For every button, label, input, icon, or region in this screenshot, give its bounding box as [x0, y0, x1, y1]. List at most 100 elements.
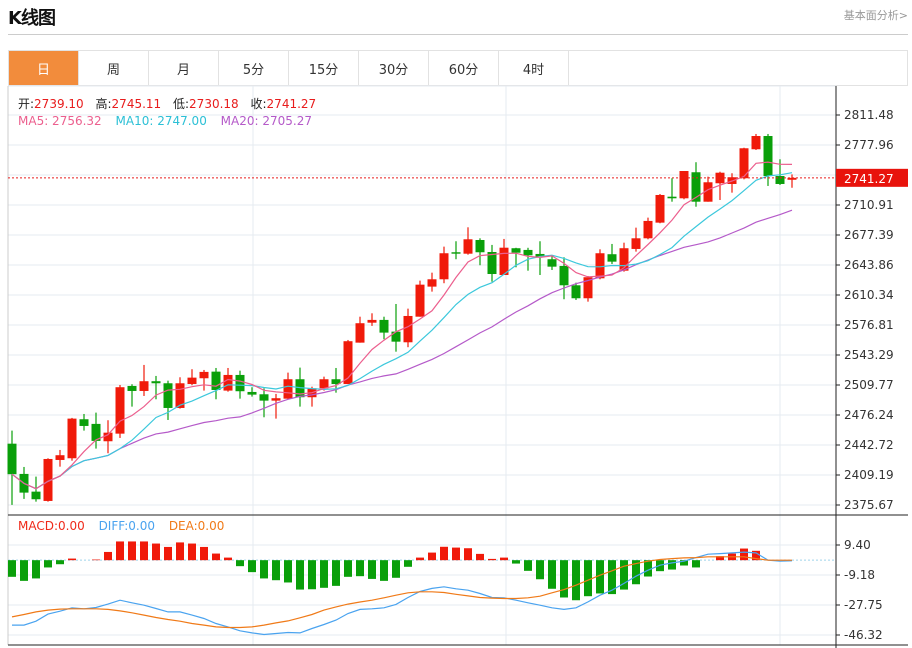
candle-body: [619, 248, 629, 271]
candle-body: [283, 379, 293, 399]
ma-legend: MA5: 2756.32 MA10: 2747.00 MA20: 2705.27: [18, 114, 322, 128]
tab-month[interactable]: 月: [149, 51, 219, 85]
candle: [259, 388, 269, 418]
fundamental-analysis-link[interactable]: 基本面分析>: [843, 9, 908, 22]
macd-bar: [260, 560, 268, 579]
candle: [511, 247, 521, 268]
tab-30min[interactable]: 30分: [359, 51, 429, 85]
macd-bar: [380, 560, 388, 581]
macd-bar: [92, 559, 100, 561]
divider: [8, 34, 908, 35]
candle: [427, 272, 437, 292]
candle: [439, 246, 449, 284]
macd-bar: [392, 560, 400, 578]
dea-line: [11, 556, 792, 629]
candle-body: [223, 374, 233, 391]
macd-legend-dea: DEA:0.00: [168, 519, 225, 533]
candle-body: [787, 177, 797, 180]
candle-body: [31, 491, 41, 500]
candle-body: [703, 182, 713, 202]
ma5-legend: MA5: 2756.32: [18, 114, 102, 128]
y-tick-label: 2409.19: [844, 468, 894, 482]
y-tick-label: 2777.96: [844, 138, 894, 152]
macd-tick-label: -9.18: [844, 568, 875, 582]
candle: [475, 238, 485, 266]
diff-line: [12, 551, 793, 636]
candle-body: [655, 194, 665, 223]
macd-tick-label: -46.32: [844, 628, 883, 642]
macd-bar: [308, 560, 316, 590]
macd-bar: [524, 560, 532, 571]
macd-bar: [476, 553, 484, 561]
ma20-legend: MA20: 2705.27: [220, 114, 312, 128]
macd-bar: [452, 547, 460, 561]
macd-bar: [464, 548, 472, 561]
candle: [451, 241, 461, 260]
candle-body: [595, 253, 605, 279]
candle: [79, 413, 89, 431]
candle: [7, 430, 17, 505]
ma5-line: [11, 161, 793, 490]
macd-bar: [716, 556, 724, 561]
macd-bar: [56, 560, 64, 565]
macd-bar: [140, 541, 148, 561]
candle: [103, 420, 113, 454]
y-tick-label: 2811.48: [844, 108, 894, 122]
candle-body: [355, 323, 365, 343]
candle-body: [127, 385, 137, 391]
macd-bar: [416, 557, 424, 561]
candle: [739, 147, 749, 180]
candle-body: [499, 247, 509, 275]
candle-body: [583, 277, 593, 299]
candle: [655, 194, 665, 224]
candle-body: [679, 171, 689, 199]
tab-week[interactable]: 周: [79, 51, 149, 85]
candle: [499, 238, 509, 275]
candle-body: [451, 252, 461, 254]
macd-bar: [236, 560, 244, 567]
candle-body: [463, 239, 473, 254]
candle: [307, 386, 317, 407]
candle: [43, 458, 53, 502]
candle: [643, 217, 653, 240]
tab-60min[interactable]: 60分: [429, 51, 499, 85]
candle: [595, 249, 605, 280]
macd-bar: [320, 560, 328, 588]
tab-day[interactable]: 日: [9, 51, 79, 85]
candle-body: [775, 176, 785, 184]
candle-body: [475, 239, 485, 253]
candle: [139, 364, 149, 396]
macd-bar: [296, 560, 304, 590]
candle-body: [247, 391, 257, 395]
candle-body: [319, 379, 329, 389]
candle-body: [7, 443, 17, 475]
macd-bar: [8, 560, 16, 577]
candle-body: [571, 285, 581, 299]
candle: [175, 377, 185, 409]
y-tick-label: 2643.86: [844, 258, 894, 272]
candle: [403, 308, 413, 348]
tab-15min[interactable]: 15分: [289, 51, 359, 85]
tab-4hour[interactable]: 4时: [499, 51, 569, 85]
candle: [607, 243, 617, 264]
candle: [163, 380, 173, 420]
macd-tick-label: -27.75: [844, 598, 883, 612]
macd-bar: [680, 560, 688, 566]
candle-body: [331, 379, 341, 384]
candle: [127, 384, 137, 407]
macd-bar: [164, 546, 172, 561]
macd-bar: [248, 560, 256, 573]
macd-bar: [404, 560, 412, 567]
macd-bar: [740, 548, 748, 561]
tab-5min[interactable]: 5分: [219, 51, 289, 85]
candle: [667, 178, 677, 202]
candle-body: [103, 432, 113, 442]
candle: [367, 313, 377, 326]
macd-bar: [272, 560, 280, 581]
macd-bar: [632, 560, 640, 585]
candle: [559, 257, 569, 300]
close-value: 2741.27: [266, 97, 317, 111]
candle: [343, 339, 353, 384]
candle: [67, 417, 77, 461]
